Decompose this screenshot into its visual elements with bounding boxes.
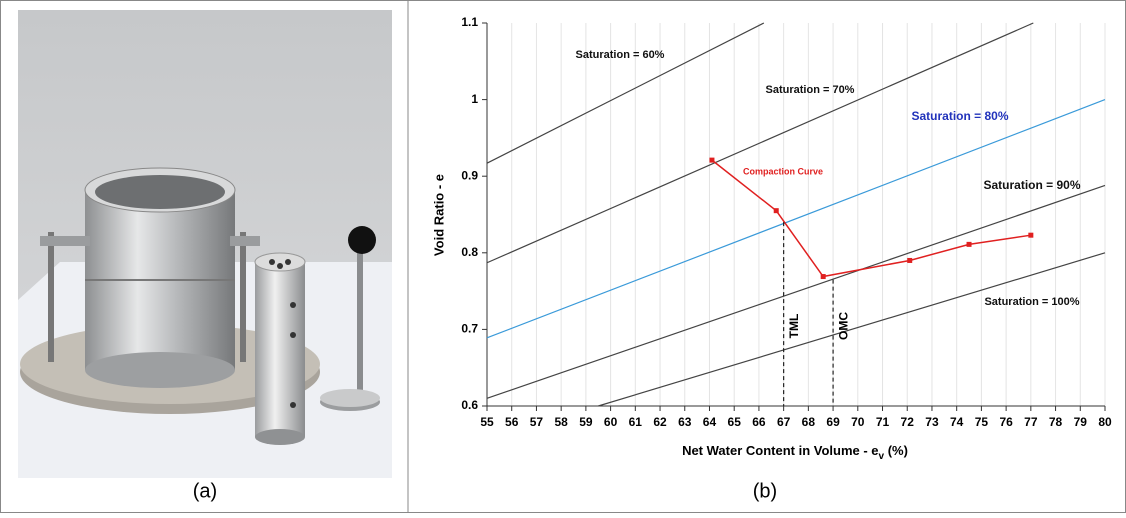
x-tick-label: 74 xyxy=(950,415,964,429)
x-tick-label: 58 xyxy=(554,415,568,429)
y-axis-label: Void Ratio - e xyxy=(431,174,446,256)
data-point xyxy=(821,274,826,279)
data-point xyxy=(967,242,972,247)
y-tick-label: 0.9 xyxy=(461,168,478,182)
y-tick-label: 1 xyxy=(471,92,478,106)
x-tick-label: 60 xyxy=(604,415,618,429)
x-tick-label: 55 xyxy=(480,415,494,429)
x-axis-label: Net Water Content in Volume - ev (%) xyxy=(682,443,908,461)
marker-label: OMC xyxy=(836,312,850,340)
x-tick-label: 56 xyxy=(505,415,519,429)
line-label: Saturation = 80% xyxy=(911,109,1008,123)
caption-b: (b) xyxy=(753,480,777,502)
x-tick-label: 73 xyxy=(925,415,939,429)
x-tick-label: 57 xyxy=(530,415,544,429)
y-tick-label: 0.8 xyxy=(461,245,478,259)
x-tick-label: 70 xyxy=(851,415,865,429)
x-tick-label: 64 xyxy=(703,415,717,429)
x-tick-label: 62 xyxy=(653,415,667,429)
x-tick-label: 66 xyxy=(752,415,766,429)
x-tick-label: 69 xyxy=(826,415,840,429)
x-tick-label: 72 xyxy=(901,415,915,429)
x-tick-label: 63 xyxy=(678,415,692,429)
x-tick-label: 61 xyxy=(629,415,643,429)
saturation-line xyxy=(487,23,1033,263)
saturation-line xyxy=(487,185,1105,398)
photo xyxy=(18,10,392,478)
x-tick-label: 75 xyxy=(975,415,989,429)
data-point xyxy=(907,258,912,263)
data-point xyxy=(774,208,779,213)
x-tick-label: 65 xyxy=(728,415,742,429)
line-label: Saturation = 100% xyxy=(984,296,1079,308)
figure: (a) (b) Net Water Content in Volume - ev… xyxy=(0,0,1126,513)
data-point xyxy=(709,158,714,163)
x-tick-label: 67 xyxy=(777,415,791,429)
x-tick-label: 78 xyxy=(1049,415,1063,429)
x-tick-label: 71 xyxy=(876,415,890,429)
line-label: Saturation = 70% xyxy=(766,84,855,96)
x-tick-label: 80 xyxy=(1098,415,1112,429)
saturation-line xyxy=(487,23,764,163)
x-tick-label: 59 xyxy=(579,415,593,429)
x-tick-label: 79 xyxy=(1074,415,1088,429)
x-tick-label: 76 xyxy=(999,415,1013,429)
x-tick-label: 77 xyxy=(1024,415,1038,429)
x-label-tail: (%) xyxy=(884,443,908,458)
y-tick-label: 1.1 xyxy=(461,15,478,29)
x-label-main: Net Water Content in Volume - e xyxy=(682,443,878,458)
data-point xyxy=(1028,233,1033,238)
caption-a: (a) xyxy=(193,480,217,502)
saturation-line xyxy=(598,253,1105,406)
marker-label: TML xyxy=(787,314,801,339)
line-label: Saturation = 90% xyxy=(983,178,1080,192)
y-tick-label: 0.6 xyxy=(461,398,478,412)
x-tick-label: 68 xyxy=(802,415,816,429)
line-label: Saturation = 60% xyxy=(576,49,665,61)
y-tick-label: 0.7 xyxy=(461,322,478,336)
line-label: Compaction Curve xyxy=(743,166,823,176)
